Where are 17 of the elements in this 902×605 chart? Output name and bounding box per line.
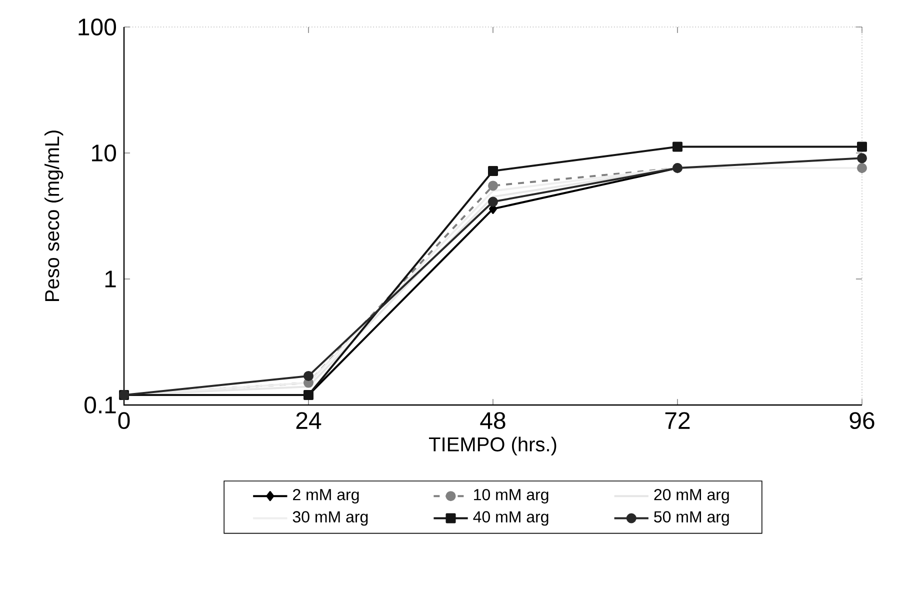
- legend-label: 30 mM arg: [292, 511, 368, 526]
- x-tick-label: 24: [296, 412, 322, 429]
- x-axis-title: TIEMPO (hrs.): [428, 436, 556, 456]
- x-tick-label: 72: [665, 412, 690, 429]
- x-tick-label: 96: [850, 412, 874, 430]
- legend-label: 10 mM arg: [474, 488, 548, 504]
- y-tick-label: 1: [105, 270, 116, 288]
- y-tick-label: 100: [78, 18, 116, 36]
- x-tick-label: 48: [480, 412, 506, 430]
- y-axis-title: Peso seco (mg/mL): [44, 130, 64, 302]
- y-tick-label: 0.1: [84, 396, 116, 414]
- legend-label: 20 mM arg: [654, 488, 729, 504]
- x-tick-label: 0: [118, 412, 130, 430]
- y-tick-label: 10: [92, 144, 116, 162]
- legend-label: 50 mM arg: [654, 511, 729, 526]
- legend-label: 40 mM arg: [473, 511, 548, 526]
- legend-label: 2 mM arg: [293, 488, 359, 504]
